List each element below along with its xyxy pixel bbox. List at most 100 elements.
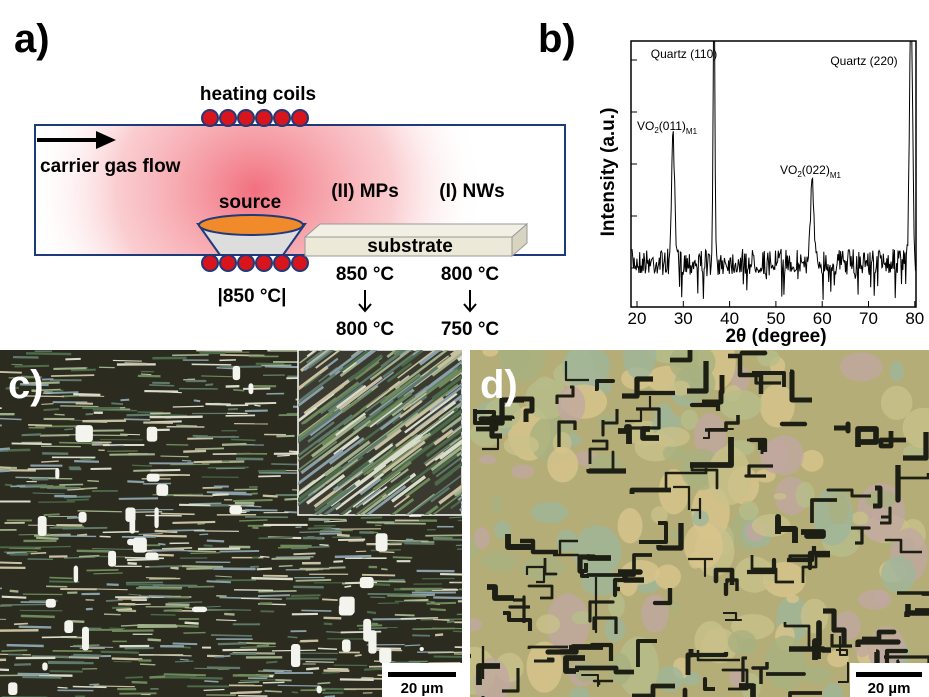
wire [431,350,462,377]
scale-label: 20 µm [401,680,444,697]
wire [373,434,422,472]
wire [136,587,182,590]
wire [391,389,427,417]
gap [652,588,673,606]
wire [240,645,276,648]
gap [664,468,708,491]
platelet [359,576,374,589]
flow-arrow-head [96,131,116,149]
platelet [828,493,850,525]
platelet [145,552,159,560]
wire [308,517,347,521]
wire [434,438,462,461]
wire [334,375,383,414]
platelet [670,380,691,396]
wire [149,565,181,568]
wire [298,449,344,486]
platelet [880,385,913,420]
gap [629,407,661,430]
wire [201,375,232,378]
wire [264,690,282,693]
wire [347,354,384,382]
wire [319,543,329,547]
wire [87,479,100,483]
wire [23,395,65,398]
wire [92,442,103,445]
wire [315,350,342,369]
gap [557,420,577,447]
platelet [623,350,657,380]
wire [221,442,247,446]
wire [60,405,99,408]
wire [362,448,394,474]
platelet [526,641,563,693]
wire [298,429,340,462]
wire [341,389,373,413]
wire [72,685,107,689]
wire [352,410,382,433]
wire [183,631,206,634]
wire [41,636,77,639]
wire [31,655,70,659]
gap [555,385,575,404]
wire [32,492,65,495]
wire [324,440,371,477]
wire [172,405,204,408]
wire [40,485,66,489]
source: source [219,192,281,213]
wire [43,513,60,516]
gap [915,592,929,612]
wire [434,471,453,487]
platelet [342,639,351,652]
carrier-gas-flow: carrier gas flow [40,156,181,177]
xrd-trace [631,41,916,300]
wire [303,381,360,425]
wire [307,421,335,443]
gap [534,657,555,663]
wire [293,552,316,556]
platelet [82,626,89,651]
wire [41,403,54,405]
wire [339,350,371,373]
wire [366,391,413,428]
gap [513,595,526,623]
wire [412,627,455,630]
wire [203,544,213,547]
wire [183,646,191,649]
wire [288,450,298,453]
wire [439,440,462,460]
platelet [751,514,791,537]
wire [404,392,458,434]
platelet [493,520,511,539]
gap [810,498,837,523]
wire [293,585,324,589]
wire [0,469,10,473]
gap [862,629,897,642]
wire [120,433,141,436]
wire [167,529,205,532]
wire [369,350,412,381]
gap [476,417,499,432]
platelet [480,551,518,572]
wire [402,392,427,411]
wire [170,566,179,570]
scale-label: 20 µm [868,680,911,697]
coils [201,109,309,272]
wire [11,442,52,446]
gap [586,468,626,474]
mps-temp-start: 850 °C [336,264,395,285]
mps-temp-end: 800 °C [336,319,395,340]
wire [89,683,100,686]
platelet [547,447,579,483]
wire [433,618,450,621]
wire [191,363,232,366]
wire [139,663,156,666]
wire [143,534,187,538]
gap [783,622,811,651]
gap [873,485,883,509]
wire [150,613,176,616]
gap [690,437,734,468]
wire [109,627,125,630]
wire [343,509,352,515]
wire [382,440,426,474]
